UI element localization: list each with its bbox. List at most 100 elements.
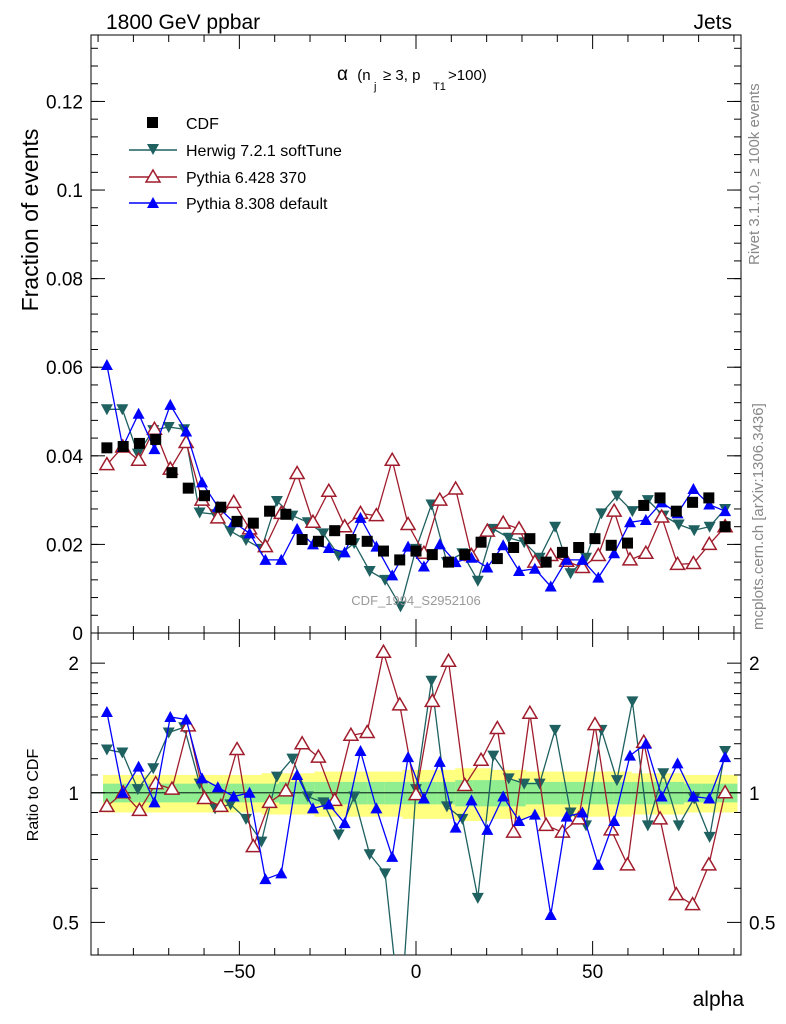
- y-tick-label: 0: [72, 624, 83, 645]
- ratio-data-point: [570, 810, 587, 825]
- data-point: [687, 496, 699, 508]
- ratio-data-point: [261, 793, 278, 809]
- data-point: [703, 492, 715, 504]
- data-point: [491, 553, 503, 565]
- data-point: [494, 514, 512, 529]
- data-point: [654, 492, 666, 504]
- data-point: [528, 562, 541, 574]
- ratio-data-point: [719, 751, 732, 763]
- ratio-data-point: [116, 786, 129, 798]
- data-point: [610, 490, 623, 502]
- data-point: [700, 535, 718, 551]
- ratio-data-point: [626, 696, 639, 708]
- data-point: [270, 495, 283, 507]
- data-point: [719, 505, 732, 517]
- ratio-data-point: [131, 801, 148, 817]
- ratio-data-point: [391, 696, 409, 711]
- data-point: [475, 536, 487, 548]
- ratio-data-point: [716, 784, 734, 799]
- data-point: [322, 541, 335, 553]
- ratio-data-point: [456, 776, 474, 792]
- data-point: [481, 561, 494, 573]
- data-point: [257, 538, 274, 553]
- legend-item-cdf: CDF: [147, 116, 219, 133]
- header-right: Jets: [693, 11, 732, 34]
- data-point: [312, 535, 324, 547]
- ratio-data-point: [528, 808, 541, 820]
- data-point: [510, 520, 528, 535]
- data-point: [471, 575, 484, 587]
- data-point: [166, 467, 178, 479]
- ratio-data-point: [560, 810, 573, 822]
- ratio-data-point: [703, 792, 716, 804]
- ratio-data-point: [576, 806, 589, 818]
- ratio-data-point: [243, 786, 256, 798]
- ratio-data-point: [586, 716, 604, 731]
- ratio-data-point: [472, 751, 490, 766]
- title-part2: ≥ 3, p: [383, 67, 420, 84]
- data-point: [638, 499, 650, 511]
- data-point: [150, 433, 162, 445]
- data-point: [317, 528, 330, 540]
- ratio-data-point: [610, 775, 623, 787]
- ratio-y-axis-label: Ratio to CDF: [25, 749, 42, 842]
- data-point: [182, 482, 194, 494]
- ratio-data-point: [639, 737, 652, 749]
- data-point: [497, 539, 510, 551]
- ratio-data-point: [592, 858, 605, 870]
- ratio-data-point: [326, 791, 343, 807]
- ratio-data-point: [544, 909, 557, 921]
- legend-item-pythia6: Pythia 6.428 370: [129, 168, 306, 187]
- data-point: [209, 509, 227, 524]
- data-point: [544, 580, 557, 592]
- legend-item-herwig: Herwig 7.2.1 softTune: [129, 143, 342, 160]
- data-point: [275, 553, 288, 565]
- ratio-data-point: [423, 692, 441, 708]
- ratio-data-point: [379, 868, 392, 880]
- ratio-data-point: [619, 856, 636, 871]
- mcplots-label: mcplots.cern.ch [arXiv:1306.3436]: [750, 403, 767, 630]
- ratio-data-point: [342, 726, 360, 742]
- ratio-data-point: [332, 829, 345, 841]
- x-tick-label: 0: [411, 962, 422, 983]
- ratio-data-point: [407, 786, 425, 801]
- x-axis-label: alpha: [693, 988, 745, 1011]
- data-point: [605, 539, 617, 551]
- ratio-panel: 0.5 0.5 1 1 2 2 −50 0 50 Ratio to CDF alpha: [25, 632, 775, 1011]
- x-tick-label: 50: [582, 962, 603, 983]
- data-point: [100, 404, 113, 416]
- ratio-data-point: [497, 790, 510, 802]
- data-point: [320, 482, 338, 498]
- ratio-data-point: [212, 797, 230, 813]
- ratio-data-point: [402, 751, 415, 763]
- data-point: [574, 558, 591, 574]
- ratio-data-point: [131, 784, 144, 796]
- ratio-series: [98, 643, 734, 955]
- data-point: [508, 542, 520, 554]
- ratio-data-point: [700, 856, 718, 871]
- data-point: [399, 515, 417, 531]
- ratio-data-point: [228, 741, 246, 756]
- ratio-data-point: [180, 713, 193, 725]
- legend-marker-herwig: [147, 144, 159, 155]
- ratio-data-point: [456, 813, 469, 825]
- y-axis-label: Fraction of events: [17, 129, 43, 312]
- ratio-data-point: [433, 755, 446, 767]
- data-point: [354, 511, 367, 523]
- ratio-data-point: [564, 807, 577, 819]
- ratio-data-point: [641, 820, 654, 832]
- data-point: [100, 359, 113, 371]
- ratio-data-point: [363, 849, 376, 861]
- ratio-data-point: [375, 643, 392, 659]
- ratio-data-point: [608, 814, 621, 826]
- y-tick-label: 0.08: [46, 270, 83, 291]
- data-point: [513, 564, 526, 576]
- data-point: [162, 422, 175, 434]
- ratio-data-point: [505, 823, 522, 838]
- data-point: [116, 404, 129, 416]
- data-point: [549, 521, 562, 533]
- y-tick-label: 0.12: [46, 92, 83, 113]
- data-point: [368, 507, 385, 522]
- data-point: [117, 441, 129, 453]
